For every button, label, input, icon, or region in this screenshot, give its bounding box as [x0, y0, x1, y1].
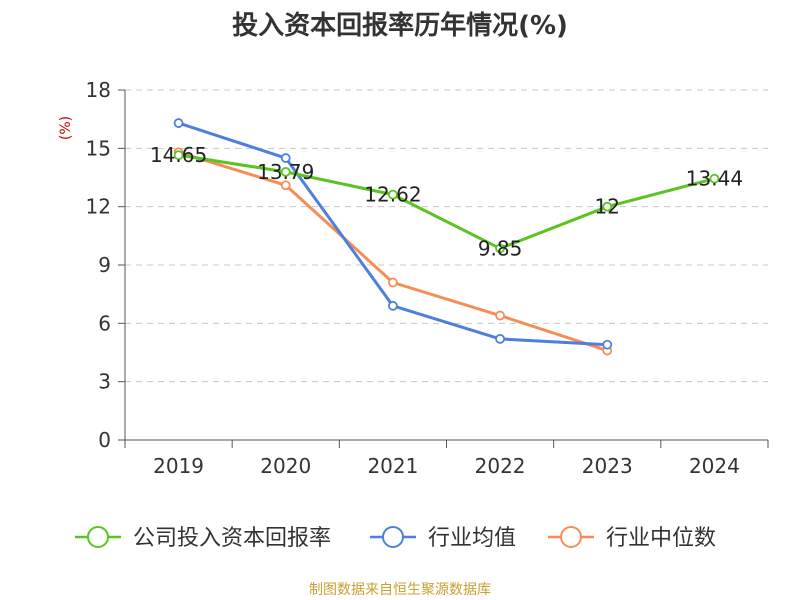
- y-tick-label: 3: [98, 370, 111, 394]
- data-label: 13.79: [257, 160, 314, 184]
- y-axis-unit: (%): [58, 116, 74, 140]
- axes: 0 3 6 9 12 15 18 2019 2020 2021 2022 2023 2024: [86, 78, 769, 478]
- data-point[interactable]: [280, 180, 291, 191]
- legend-swatch-marker: [382, 526, 404, 548]
- data-point[interactable]: [280, 166, 291, 177]
- x-tick-label: 2023: [582, 454, 633, 478]
- y-tick-label: 0: [98, 428, 111, 452]
- legend-label[interactable]: 行业均值: [428, 526, 516, 551]
- data-label: 12.62: [364, 183, 421, 207]
- chart-title: 投入资本回报率历年情况(%): [232, 10, 568, 41]
- data-point[interactable]: [173, 150, 184, 161]
- legend[interactable]: 公司投入资本回报率 行业均值 行业中位数: [75, 526, 716, 551]
- y-tick-label: 18: [86, 78, 111, 102]
- legend-swatch-marker: [87, 526, 109, 548]
- data-point[interactable]: [495, 243, 505, 254]
- data-point[interactable]: [173, 118, 184, 128]
- data-point[interactable]: [280, 153, 291, 163]
- x-tick-label: 2022: [475, 454, 526, 478]
- series-line: [178, 121, 608, 347]
- data-point[interactable]: [602, 339, 613, 350]
- data-point[interactable]: [495, 310, 505, 321]
- legend-label[interactable]: 公司投入资本回报率: [133, 526, 331, 551]
- data-label: 12: [595, 195, 620, 219]
- data-point[interactable]: [388, 189, 398, 200]
- y-tick-label: 6: [98, 311, 111, 335]
- data-point[interactable]: [388, 300, 398, 311]
- data-point[interactable]: [388, 277, 398, 288]
- x-tick-label: 2024: [689, 454, 740, 478]
- grid: [125, 89, 768, 383]
- data-label: 14.65: [150, 143, 207, 167]
- data-label: 13.44: [686, 167, 743, 191]
- series-layer: 14.65 13.79 12.62 9.85 12 13.44: [150, 118, 743, 356]
- data-point[interactable]: [709, 173, 720, 184]
- legend-swatch-marker: [560, 526, 582, 548]
- y-tick-label: 12: [86, 195, 111, 219]
- y-tick-label: 9: [98, 253, 111, 277]
- y-tick-label: 15: [86, 136, 111, 160]
- x-tick-label: 2019: [153, 454, 204, 478]
- data-point[interactable]: [602, 201, 613, 212]
- x-tick-label: 2020: [260, 454, 311, 478]
- source-note: 制图数据来自恒生聚源数据库: [309, 582, 491, 598]
- x-tick-label: 2021: [367, 454, 418, 478]
- legend-label[interactable]: 行业中位数: [606, 526, 716, 551]
- data-label: 9.85: [478, 236, 523, 260]
- series-line: [178, 153, 715, 250]
- data-point[interactable]: [495, 333, 505, 344]
